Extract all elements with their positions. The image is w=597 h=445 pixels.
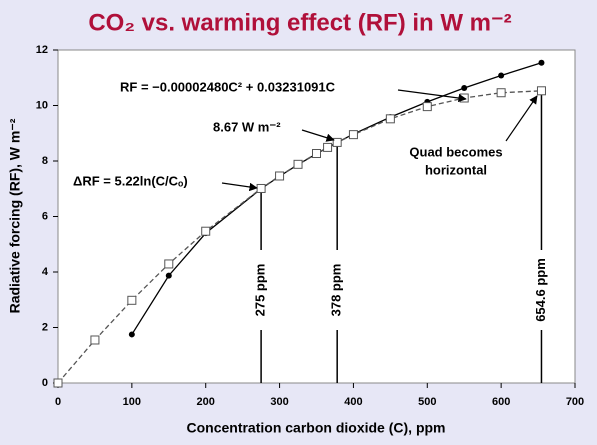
square-point: [164, 259, 174, 269]
x-tick-label: 200: [197, 396, 215, 408]
arrow: [221, 182, 258, 192]
plot-area: [57, 49, 576, 384]
arrow: [301, 129, 335, 142]
x-tick-label: 700: [566, 396, 584, 408]
y-axis-label: Radiative forcing (RF), W m⁻²: [7, 118, 23, 313]
vline-label-bg: [252, 250, 271, 330]
y-tick-label: 10: [36, 99, 48, 111]
label-bg: [392, 143, 520, 181]
square-point: [275, 171, 285, 181]
arrow: [505, 95, 538, 142]
y-tick-label: 6: [42, 210, 48, 222]
square-point: [385, 114, 395, 124]
y-tick-label: 2: [42, 321, 48, 333]
label-bg: [70, 173, 222, 191]
dot-point: [128, 331, 135, 338]
y-tick-label: 8: [42, 155, 48, 167]
equation-label: RF = −0.00002480C² + 0.03231091C: [120, 79, 336, 94]
vline-label: 654.6 ppm: [533, 258, 548, 322]
annotation: Quad becomes: [409, 144, 502, 159]
square-point: [422, 102, 432, 112]
square-point: [332, 137, 342, 147]
x-tick-label: 400: [344, 396, 362, 408]
square-point: [90, 335, 100, 345]
square-point: [323, 142, 333, 152]
square-point: [201, 226, 211, 236]
square-point: [312, 149, 321, 159]
square-point: [496, 88, 506, 98]
vline-label-bg: [532, 250, 551, 330]
y-tick-label: 12: [36, 44, 48, 56]
x-tick-label: 300: [270, 396, 288, 408]
x-tick-label: 500: [418, 396, 436, 408]
square-point: [256, 183, 266, 193]
y-tick-label: 4: [42, 266, 49, 278]
equation-label: ΔRF = 5.22ln(C/Cₒ): [73, 173, 188, 188]
dot-point: [165, 272, 172, 279]
vline-label-bg: [328, 250, 347, 330]
x-tick-label: 100: [123, 396, 141, 408]
vline-label: 275 ppm: [253, 264, 268, 317]
x-tick-label: 600: [492, 396, 510, 408]
annotation: horizontal: [425, 162, 487, 177]
dot-point: [538, 59, 545, 66]
chart-title: CO₂ vs. warming effect (RF) in W m⁻²: [88, 9, 511, 36]
vline-label: 378 ppm: [329, 264, 344, 317]
square-point: [127, 295, 137, 305]
square-point: [348, 130, 358, 140]
square-point: [293, 159, 303, 169]
y-tick-label: 0: [42, 377, 48, 389]
x-tick-label: 0: [55, 396, 61, 408]
dot-point: [498, 72, 505, 79]
dot-point: [461, 85, 468, 92]
annotation: 8.67 W m⁻²: [213, 119, 281, 134]
arrow: [397, 89, 467, 103]
square-point: [53, 378, 63, 388]
square-point: [536, 86, 546, 96]
x-axis-label: Concentration carbon dioxide (C), ppm: [186, 420, 445, 436]
